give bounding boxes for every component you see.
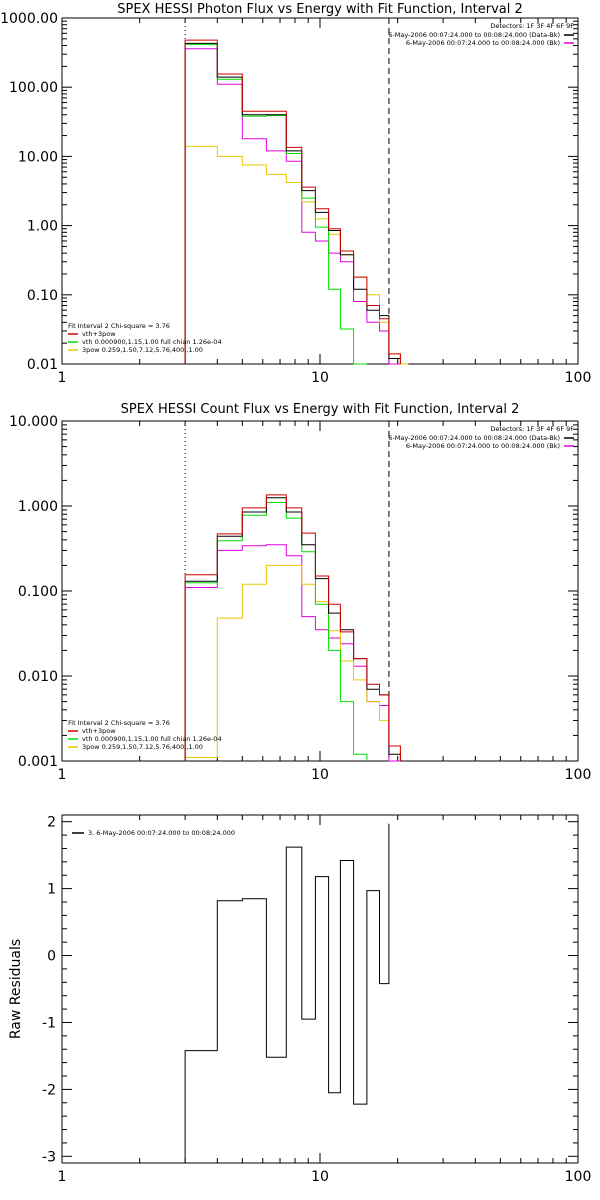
legend-top-text: 6-May-2006 00:07:24.000 to 00:08:24.000 … xyxy=(406,442,560,450)
y-tick-label: 10.00 xyxy=(18,149,58,165)
photon-flux-panel: SPEX HESSI Photon Flux vs Energy with Fi… xyxy=(0,2,591,386)
series-line-3 xyxy=(184,145,409,365)
legend-detectors: Detectors: 1F 3F 4F 6F 9F xyxy=(490,425,574,433)
y-tick-label: 1.000 xyxy=(18,499,58,515)
series-line-2 xyxy=(184,502,368,761)
legend-detectors: Detectors: 1F 3F 4F 6F 9F xyxy=(490,22,574,30)
legend-bottom-text: vth+3pow xyxy=(82,727,116,735)
y-tick-label: 1.00 xyxy=(27,219,58,235)
y-tick-label: 0.10 xyxy=(27,288,58,304)
x-tick-label: 1 xyxy=(58,370,67,386)
x-tick-label: 1 xyxy=(58,767,67,783)
x-tick-label: 100 xyxy=(565,370,592,386)
series-line-4 xyxy=(184,48,401,365)
y-axis-label: Raw Residuals xyxy=(8,939,24,1039)
chart-title: SPEX HESSI Count Flux vs Energy with Fit… xyxy=(121,402,520,417)
legend-bottom-text: 3pow 0.259,1.50,7.12,5.76,400.,1.00 xyxy=(82,743,203,751)
legend-bottom-text: vth 0.000900,1.15,1.00 full chian 1.26e-… xyxy=(82,338,222,346)
plot-frame xyxy=(61,814,579,1164)
x-tick-label: 10 xyxy=(311,370,329,386)
y-tick-label: 0 xyxy=(47,949,56,965)
x-tick-label: 1 xyxy=(58,1169,67,1185)
x-tick-label: 10 xyxy=(311,767,329,783)
y-tick-label: -1 xyxy=(42,1015,56,1031)
series-line-2 xyxy=(184,43,367,365)
legend-bottom-text: vth+3pow xyxy=(82,330,116,338)
y-tick-label: 1 xyxy=(47,882,56,898)
series-line-1 xyxy=(184,42,401,364)
y-tick-label: 10.000 xyxy=(9,414,58,430)
y-tick-label: 2 xyxy=(47,815,56,831)
chart-title: SPEX HESSI Photon Flux vs Energy with Fi… xyxy=(117,2,523,17)
count-flux-panel: SPEX HESSI Count Flux vs Energy with Fit… xyxy=(9,402,591,783)
legend-fit-header: Fit Interval 2 Chi-square = 3.76 xyxy=(68,322,170,330)
x-tick-label: 10 xyxy=(311,1169,329,1185)
legend-top-text: 6-May-2006 00:07:24.000 to 00:08:24.000 … xyxy=(388,434,560,442)
series-line-3 xyxy=(184,564,401,761)
y-tick-label: -2 xyxy=(42,1082,56,1098)
legend-fit-header: Fit Interval 2 Chi-square = 3.76 xyxy=(68,719,170,727)
legend-top-text: 6-May-2006 00:07:24.000 to 00:08:24.000 … xyxy=(388,31,560,39)
y-tick-label: 0.001 xyxy=(18,754,58,770)
residual-legend-text: 3. 6-May-2006 00:07:24.000 to 00:08:24.0… xyxy=(88,829,235,837)
series-line-0 xyxy=(184,494,401,761)
plot-frame xyxy=(61,17,579,365)
x-tick-label: 100 xyxy=(565,767,592,783)
legend-bottom-text: 3pow 0.259,1.50,7.12,5.76,400.,1.00 xyxy=(82,346,203,354)
series-line-0 xyxy=(184,823,390,1163)
legend-bottom-text: vth 0.000900,1.15,1.00 full chian 1.26e-… xyxy=(82,735,222,743)
y-tick-label: 0.01 xyxy=(27,357,58,373)
x-tick-label: 100 xyxy=(565,1169,592,1185)
series-line-0 xyxy=(184,39,401,364)
residuals-panel: 1 10 100 -3 -2 -1 0 1 2 Raw Residuals 3. 6-May-200… xyxy=(8,814,592,1185)
y-tick-label: 100.00 xyxy=(9,80,58,96)
plot-frame xyxy=(61,420,579,762)
y-tick-label: 1000.00 xyxy=(0,11,58,27)
y-tick-label: -3 xyxy=(42,1149,56,1165)
y-tick-label: 0.100 xyxy=(18,584,58,600)
y-tick-label: 0.010 xyxy=(18,669,58,685)
legend-top-text: 6-May-2006 00:07:24.000 to 00:08:24.000 … xyxy=(406,39,560,47)
